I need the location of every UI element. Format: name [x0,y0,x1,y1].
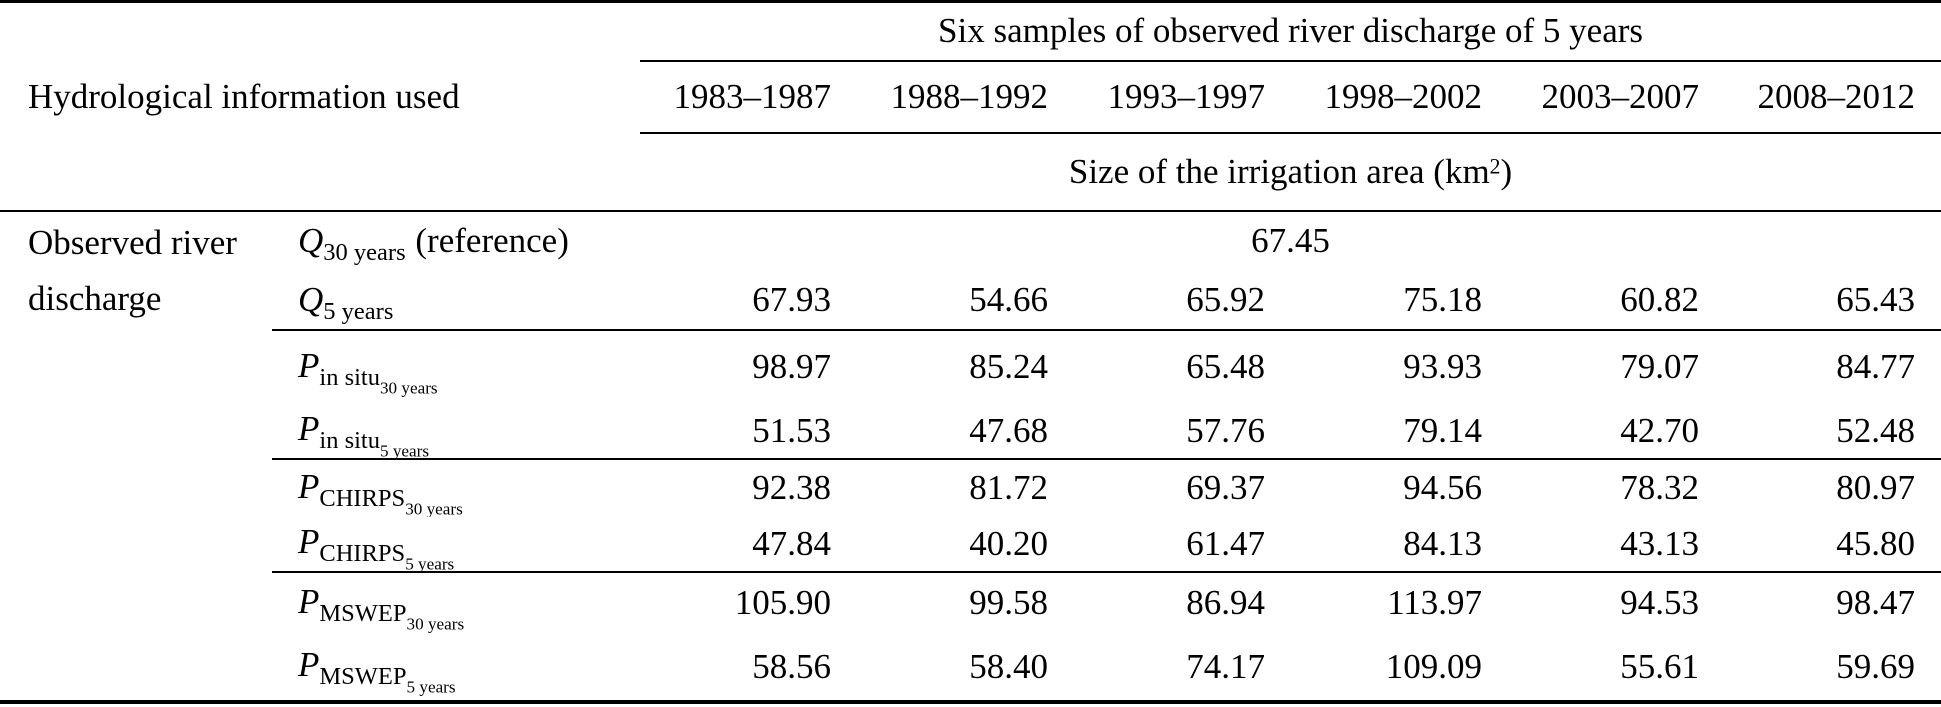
variable-label-mswep5: PMSWEP5 years [298,645,456,697]
group-label-precipitation-empty [0,330,272,702]
samples-title-label: Six samples of observed river discharge … [938,11,1644,51]
area-header-text: Size of the irrigation area (km [1068,151,1490,191]
q30-span-value: 67.45 [1251,221,1330,260]
variable-label-chirps5: PCHIRPS5 years [272,516,641,573]
value-mswep5-4: 55.61 [1620,646,1700,686]
value-insitu5-5: 52.48 [1725,403,1941,460]
value-chirps30-4: 78.32 [1620,468,1700,507]
value-insitu5-4: 42.70 [1508,403,1726,460]
header-row-periods: 1983–1987 1988–1992 1993–1997 1998–2002 … [0,60,1941,134]
area-header-superscript: 2 [1489,153,1501,178]
value-chirps5-0: 47.84 [640,516,858,573]
row-q30-reference: Observed river discharge Q30 years (refer… [0,211,1941,318]
value-mswep5-2: 74.17 [1186,646,1266,686]
row-mswep5: PMSWEP5 years 58.56 58.40 74.17 109.09 5… [0,634,1941,702]
period-header-3: 1998–2002 [1291,60,1509,134]
row-q5: Q5 years 67.93 54.66 65.92 75.18 60.82 6… [0,270,1941,331]
variable-label-insitu30: Pin situ30 years [298,345,438,398]
value-q5-2: 65.92 [1074,270,1292,331]
value-mswep5-1: 58.40 [969,646,1049,686]
value-chirps30-2: 69.37 [1186,468,1266,507]
variable-label-chirps30: PCHIRPS30 years [298,466,463,517]
value-insitu5-0: 51.53 [640,403,858,460]
value-mswep5-0: 58.56 [752,646,832,686]
value-insitu30-1: 85.24 [969,347,1049,386]
value-q5-1: 54.66 [857,270,1075,331]
variable-label-q30: Q30 years (reference) [298,221,569,266]
group-label-line1: Observed river [28,222,237,262]
variable-label-mswep30: PMSWEP30 years [298,581,465,634]
value-chirps30-5: 80.97 [1836,468,1916,507]
value-insitu30-5: 84.77 [1836,347,1916,386]
group-label-line2: discharge [28,278,162,318]
value-insitu30-2: 65.48 [1186,347,1266,386]
row-chirps5: PCHIRPS5 years 47.84 40.20 61.47 84.13 4… [0,516,1941,573]
value-chirps5-3: 84.13 [1291,516,1509,573]
value-mswep30-4: 94.53 [1620,583,1700,622]
period-header-0: 1983–1987 [640,60,858,134]
header-row-area: Size of the irrigation area (km2) [0,132,1941,212]
value-mswep30-5: 98.47 [1836,583,1916,622]
row-chirps30: PCHIRPS30 years 92.38 81.72 69.37 94.56 … [0,459,1941,517]
variable-label-q5: Q5 years [272,270,641,331]
row-insitu30: Pin situ30 years 98.97 85.24 65.48 93.93… [0,330,1941,404]
value-mswep5-5: 59.69 [1836,646,1916,686]
value-insitu30-0: 98.97 [752,347,832,386]
value-mswep30-1: 99.58 [969,583,1049,622]
value-chirps5-4: 43.13 [1508,516,1726,573]
value-q5-5: 65.43 [1725,270,1941,331]
value-chirps5-1: 40.20 [857,516,1075,573]
value-mswep30-3: 113.97 [1387,583,1483,622]
samples-title-cell: Six samples of observed river discharge … [640,1,1941,62]
area-header-spacer [0,132,641,212]
period-header-2: 1993–1997 [1074,60,1292,134]
value-chirps30-0: 92.38 [752,468,832,507]
value-q5-0: 67.93 [640,270,858,331]
area-header-close: ) [1500,151,1513,191]
row-mswep30: PMSWEP30 years 105.90 99.58 86.94 113.97… [0,572,1941,634]
period-header-5: 2008–2012 [1725,60,1941,134]
value-insitu30-3: 93.93 [1403,347,1483,386]
value-mswep30-2: 86.94 [1186,583,1266,622]
value-chirps30-3: 94.56 [1403,468,1483,507]
variable-label-insitu5: Pin situ5 years [272,403,641,460]
value-q5-3: 75.18 [1291,270,1509,331]
row-header-hydrological-information: Hydrological information used [0,2,640,133]
period-header-4: 2003–2007 [1508,60,1726,134]
q30-reference-note: (reference) [415,221,569,260]
row-insitu5: Pin situ5 years 51.53 47.68 57.76 79.14 … [0,403,1941,460]
value-mswep30-0: 105.90 [734,583,832,622]
value-insitu30-4: 79.07 [1620,347,1700,386]
value-insitu5-3: 79.14 [1291,403,1509,460]
value-insitu5-1: 47.68 [857,403,1075,460]
value-q5-4: 60.82 [1508,270,1726,331]
value-chirps5-2: 61.47 [1074,516,1292,573]
period-header-1: 1988–1992 [857,60,1075,134]
row-header-label: Hydrological information used [28,76,460,116]
value-mswep5-3: 109.09 [1385,646,1483,686]
value-chirps5-5: 45.80 [1725,516,1941,573]
group-label-observed-river-discharge: Observed river discharge [0,211,272,330]
area-header-cell: Size of the irrigation area (km2) [640,132,1941,212]
header-row-samples-title: Hydrological information used Six sample… [0,1,1941,116]
value-chirps30-1: 81.72 [969,468,1049,507]
value-insitu5-2: 57.76 [1074,403,1292,460]
